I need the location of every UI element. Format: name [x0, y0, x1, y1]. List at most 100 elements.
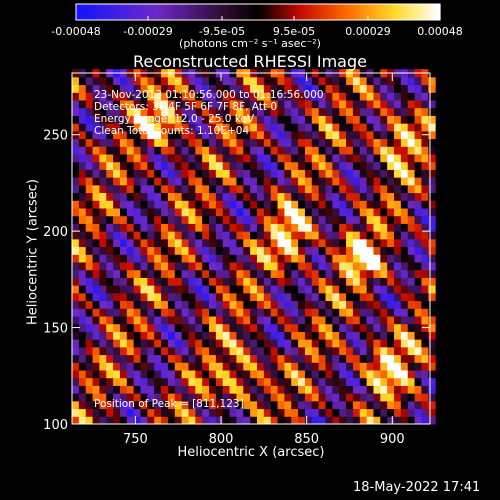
heatmap-cell [380, 254, 388, 263]
heatmap-cell [85, 76, 94, 86]
colorbar-segment [140, 4, 143, 20]
heatmap-cell [188, 115, 196, 124]
x-tick-label: 900 [380, 432, 405, 447]
heatmap-cell [311, 146, 320, 155]
heatmap-cell [291, 300, 299, 309]
heatmap-cell [298, 192, 306, 201]
heatmap-cell [277, 115, 285, 124]
heatmap-cell [154, 393, 162, 402]
heatmap-cell [106, 246, 114, 255]
heatmap-cell [106, 161, 114, 170]
heatmap-cell [311, 416, 320, 425]
heatmap-cell [181, 346, 189, 356]
heatmap-cell [236, 254, 244, 263]
heatmap-cell [332, 92, 340, 101]
heatmap-cell [400, 169, 409, 178]
heatmap-cell [291, 76, 299, 86]
heatmap-cell [256, 292, 265, 302]
heatmap-cell [236, 354, 244, 363]
heatmap-cell [215, 169, 224, 178]
heatmap-cell [119, 215, 128, 224]
heatmap-cell [339, 362, 347, 371]
heatmap-cell [181, 323, 189, 332]
colorbar-segment [242, 4, 245, 20]
heatmap-cell [284, 277, 292, 286]
heatmap-cell [78, 223, 87, 232]
heatmap-cell [202, 161, 210, 170]
heatmap-cell [209, 115, 217, 124]
heatmap-cell [209, 323, 217, 332]
heatmap-cell [325, 200, 333, 209]
heatmap-cell [113, 323, 121, 332]
heatmap-cell [222, 130, 231, 140]
heatmap-cell [229, 76, 237, 86]
heatmap-cell [133, 215, 142, 224]
colorbar-segment [130, 4, 133, 20]
heatmap-cell [284, 184, 292, 194]
heatmap-cell [291, 269, 299, 278]
heatmap-cell [161, 377, 169, 386]
heatmap-cell [161, 362, 169, 371]
heatmap-cell [394, 115, 402, 124]
heatmap-cell [325, 246, 333, 255]
heatmap-cell [270, 76, 279, 86]
heatmap-cell [373, 238, 381, 248]
heatmap-cell [126, 346, 135, 356]
heatmap-cell [256, 331, 265, 340]
heatmap-cell [359, 400, 368, 410]
heatmap-cell [188, 154, 196, 163]
heatmap-cell [366, 107, 374, 116]
heatmap-cell [359, 154, 368, 163]
heatmap-cell [195, 238, 203, 248]
colorbar-segment [136, 4, 139, 20]
heatmap-cell [92, 223, 100, 232]
heatmap-cell [85, 339, 94, 348]
heatmap-cell [209, 223, 217, 232]
heatmap-cell [352, 292, 361, 302]
heatmap-cell [222, 300, 231, 309]
heatmap-cell [99, 269, 107, 278]
heatmap-cell [414, 285, 422, 294]
heatmap-cell [106, 354, 114, 363]
heatmap-cell [346, 231, 354, 240]
heatmap-cell [394, 92, 402, 101]
heatmap-cell [222, 339, 231, 348]
heatmap-cell [291, 385, 299, 394]
heatmap-cell [325, 231, 333, 240]
heatmap-cell [99, 308, 107, 317]
heatmap-cell [106, 177, 114, 186]
heatmap-cell [291, 400, 299, 410]
heatmap-cell [209, 408, 217, 417]
heatmap-cell [72, 115, 80, 124]
heatmap-cell [387, 400, 395, 410]
heatmap-cell [373, 292, 381, 302]
heatmap-cell [394, 393, 402, 402]
heatmap-cell [428, 223, 436, 232]
heatmap-cell [387, 393, 395, 402]
heatmap-cell [263, 84, 272, 93]
heatmap-cell [270, 107, 279, 116]
colorbar-segment [202, 4, 205, 20]
heatmap-cell [167, 262, 176, 271]
heatmap-cell [352, 339, 361, 348]
heatmap-cell [78, 323, 87, 332]
heatmap-cell [209, 385, 217, 394]
heatmap-cell [387, 346, 395, 356]
heatmap-cell [215, 339, 224, 348]
heatmap-cell [421, 308, 429, 317]
heatmap-cell [188, 223, 196, 232]
heatmap-cell [414, 208, 422, 217]
heatmap-cell [202, 246, 210, 255]
heatmap-cell [229, 208, 237, 217]
heatmap-cell [256, 254, 265, 263]
heatmap-cell [339, 370, 347, 379]
heatmap-cell [366, 123, 374, 132]
heatmap-cell [346, 354, 354, 363]
heatmap-cell [243, 331, 251, 340]
heatmap-cell [407, 130, 416, 140]
heatmap-cell [298, 84, 306, 93]
heatmap-cell [352, 400, 361, 410]
heatmap-cell [332, 385, 340, 394]
heatmap-cell [380, 262, 388, 271]
heatmap-cell [298, 161, 306, 170]
